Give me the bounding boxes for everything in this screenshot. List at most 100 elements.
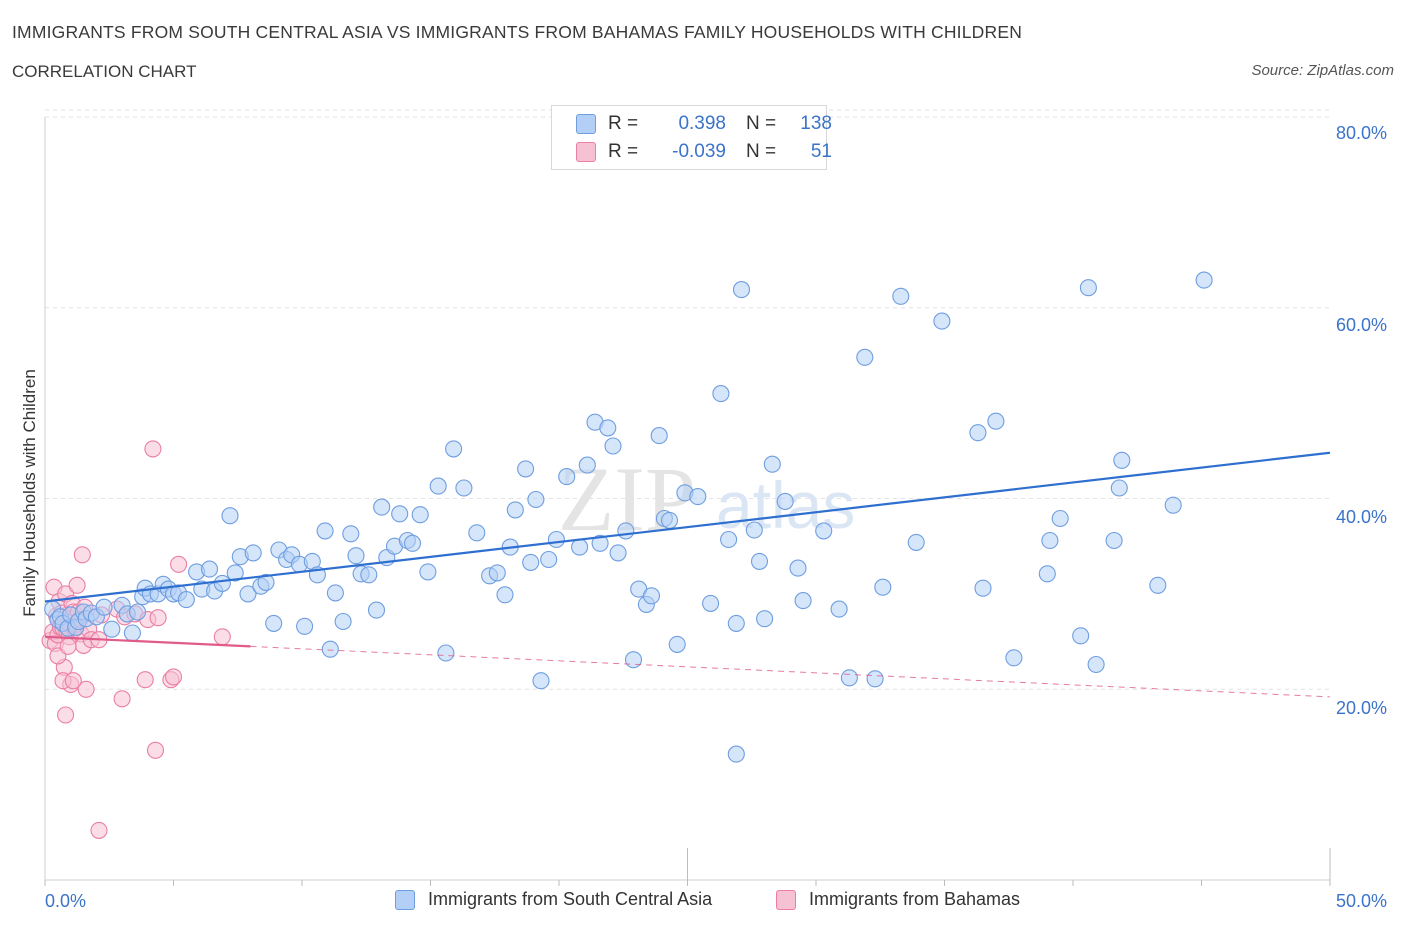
data-point-south-central-asia	[866, 670, 884, 688]
data-point-south-central-asia	[702, 594, 720, 612]
data-point-south-central-asia	[429, 477, 447, 495]
data-point-south-central-asia	[213, 574, 231, 592]
data-point-south-central-asia	[226, 564, 244, 582]
data-point-south-central-asia	[296, 617, 314, 635]
data-point-south-central-asia	[987, 412, 1005, 430]
data-point-south-central-asia	[326, 584, 344, 602]
legend-row-south-central-asia: R = 0.398 N = 138	[576, 112, 832, 136]
data-point-bahamas	[146, 741, 165, 759]
data-point-south-central-asia	[969, 424, 987, 442]
legend-n-value: 51	[810, 141, 832, 162]
data-point-south-central-asia	[604, 437, 622, 455]
data-point-south-central-asia	[342, 525, 360, 543]
legend-swatch-blue	[395, 889, 415, 910]
y-tick-20: 20.0%	[1336, 698, 1388, 718]
data-point-south-central-asia	[1110, 479, 1128, 497]
data-point-south-central-asia	[239, 585, 257, 603]
data-point-bahamas	[136, 671, 154, 689]
data-point-south-central-asia	[856, 348, 874, 366]
data-point-south-central-asia	[727, 745, 745, 763]
legend-label-bahamas: Immigrants from Bahamas	[809, 889, 1021, 909]
legend-item-bahamas[interactable]: Immigrants from Bahamas	[776, 889, 1020, 910]
data-point-south-central-asia	[257, 573, 275, 591]
data-point-bahamas	[64, 672, 82, 690]
data-point-south-central-asia	[907, 533, 925, 551]
data-point-south-central-asia	[776, 492, 794, 510]
data-point-bahamas	[59, 637, 77, 655]
legend-row-bahamas: R = -0.039 N = 51	[576, 140, 832, 164]
data-point-south-central-asia	[1005, 649, 1023, 667]
data-point-south-central-asia	[650, 427, 668, 445]
data-point-bahamas	[77, 680, 95, 698]
data-point-south-central-asia	[892, 287, 910, 305]
axes	[44, 117, 1331, 886]
data-point-south-central-asia	[488, 564, 506, 582]
data-point-south-central-asia	[527, 490, 545, 509]
data-point-south-central-asia	[624, 651, 643, 669]
data-point-south-central-asia	[609, 544, 627, 562]
y-tick-80: 80.0%	[1336, 123, 1388, 143]
chart-subtitle: CORRELATION CHART	[12, 62, 197, 81]
data-point-south-central-asia	[712, 385, 730, 403]
legend-r-value: -0.039	[672, 141, 726, 162]
data-point-south-central-asia	[517, 460, 535, 478]
data-point-south-central-asia	[244, 544, 262, 562]
data-point-south-central-asia	[177, 591, 195, 609]
data-point-south-central-asia	[391, 505, 409, 523]
data-point-south-central-asia	[720, 530, 738, 549]
data-point-south-central-asia	[547, 530, 565, 549]
legend-swatch-pink	[776, 889, 796, 910]
grid-lines	[45, 109, 1330, 690]
legend-r-value: 0.398	[678, 113, 726, 134]
y-tick-60: 60.0%	[1336, 315, 1388, 335]
series-legend: Immigrants from South Central Asia Immig…	[0, 889, 1406, 915]
data-point-south-central-asia	[689, 488, 707, 506]
data-point-south-central-asia	[599, 419, 617, 437]
source-note: Source: ZipAtlas.com	[1251, 62, 1394, 79]
data-point-south-central-asia	[123, 624, 141, 642]
data-point-south-central-asia	[578, 456, 596, 474]
y-axis-title: Family Households with Children	[20, 369, 39, 617]
data-point-south-central-asia	[974, 579, 992, 597]
data-point-south-central-asia	[571, 538, 589, 556]
data-point-south-central-asia	[617, 522, 635, 540]
data-point-south-central-asia	[830, 600, 848, 618]
data-point-south-central-asia	[321, 640, 339, 658]
legend-item-south-central-asia[interactable]: Immigrants from South Central Asia	[395, 889, 712, 910]
legend-n-label: N =	[746, 141, 777, 162]
data-point-south-central-asia	[1051, 509, 1069, 528]
data-point-south-central-asia	[316, 522, 334, 540]
data-point-south-central-asia	[750, 552, 769, 570]
data-point-south-central-asia	[95, 598, 113, 616]
data-point-south-central-asia	[334, 612, 352, 631]
data-point-south-central-asia	[1041, 531, 1059, 550]
data-point-south-central-asia	[591, 534, 609, 552]
data-point-bahamas	[57, 706, 75, 724]
legend-swatch-pink	[576, 142, 596, 162]
data-point-south-central-asia	[200, 560, 219, 578]
data-point-south-central-asia	[522, 553, 540, 571]
data-point-south-central-asia	[367, 601, 386, 619]
data-point-south-central-asia	[506, 501, 524, 519]
data-point-south-central-asia	[1087, 655, 1105, 674]
data-point-south-central-asia	[874, 578, 892, 596]
data-point-south-central-asia	[373, 498, 391, 516]
data-point-south-central-asia	[1164, 496, 1182, 514]
data-point-south-central-asia	[347, 547, 365, 565]
legend-r-label: R =	[608, 113, 639, 134]
data-point-bahamas	[90, 821, 108, 839]
trend-line-south-central-asia	[44, 451, 1331, 603]
data-point-south-central-asia	[419, 563, 437, 581]
data-point-south-central-asia	[532, 672, 550, 690]
data-point-bahamas	[144, 440, 162, 458]
data-point-south-central-asia	[1038, 565, 1056, 583]
data-point-bahamas	[113, 690, 131, 708]
data-point-south-central-asia	[794, 592, 812, 610]
data-point-south-central-asia	[789, 559, 807, 577]
legend-swatch-blue	[576, 114, 596, 134]
trend-line-bahamas	[44, 635, 251, 648]
data-point-south-central-asia	[128, 603, 147, 621]
data-point-south-central-asia	[763, 455, 781, 473]
legend-r-label: R =	[608, 141, 639, 162]
data-point-south-central-asia	[221, 507, 239, 525]
